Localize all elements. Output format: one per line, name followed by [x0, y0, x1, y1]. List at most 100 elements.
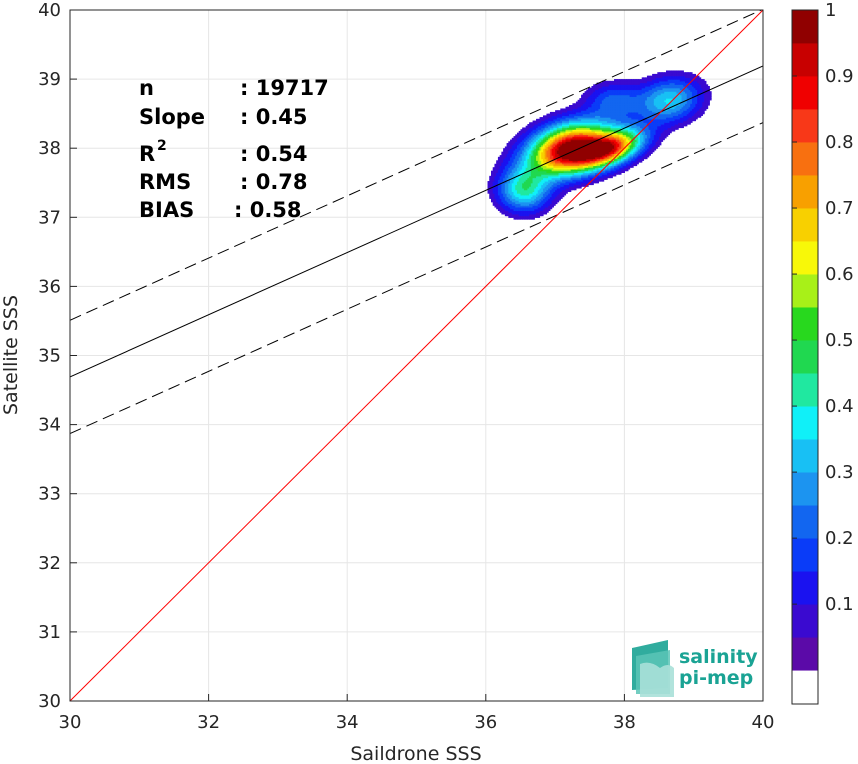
density-cell [513, 181, 516, 184]
density-cell [499, 175, 502, 179]
density-cell [546, 170, 549, 173]
density-cell [584, 146, 587, 149]
density-cell [572, 136, 575, 139]
density-cell [575, 172, 579, 175]
density-cell [536, 160, 539, 163]
density-cell [601, 89, 605, 92]
density-cell [617, 143, 620, 146]
density-cell [596, 172, 600, 175]
density-cell [619, 101, 622, 104]
density-cell [610, 149, 613, 153]
density-cell [652, 79, 655, 82]
density-cell [577, 113, 580, 116]
density-cell [603, 125, 606, 129]
density-cell [516, 217, 520, 220]
density-cell [548, 203, 551, 206]
density-cell [572, 110, 575, 113]
density-cell [492, 175, 496, 179]
density-cell [648, 84, 651, 87]
density-cell [575, 153, 579, 156]
density-cell [537, 163, 541, 167]
density-cell [534, 153, 537, 156]
density-cell [539, 184, 542, 187]
density-cell [501, 156, 504, 160]
density-cell [641, 149, 645, 153]
density-cell [598, 86, 601, 89]
density-cell [568, 165, 572, 168]
density-cell [518, 201, 522, 205]
density-cell [624, 141, 627, 144]
density-cell [605, 172, 608, 175]
density-cell [657, 122, 660, 125]
density-cell [624, 130, 627, 134]
density-cell [629, 134, 632, 137]
density-cell [579, 136, 582, 139]
density-cell [655, 89, 658, 92]
density-cell [555, 124, 558, 127]
density-cell [549, 129, 553, 132]
density-cell [629, 115, 632, 118]
density-cell [652, 120, 655, 123]
density-cell [546, 163, 549, 167]
density-cell [624, 108, 627, 111]
density-cell [619, 167, 622, 170]
density-cell [619, 98, 622, 101]
density-cell [536, 213, 539, 217]
density-cell [582, 162, 586, 165]
density-cell [619, 84, 622, 87]
density-cell [523, 212, 527, 215]
density-cell [539, 196, 542, 199]
density-cell [612, 101, 615, 104]
density-cell [504, 193, 508, 196]
density-cell [636, 160, 639, 163]
density-cell [636, 139, 639, 142]
density-cell [544, 182, 548, 186]
density-cell [522, 181, 525, 184]
density-cell [605, 87, 608, 91]
density-cell [605, 174, 608, 177]
density-cell [591, 137, 594, 141]
density-cell [633, 98, 636, 101]
density-cell [494, 174, 497, 177]
density-cell [593, 120, 596, 123]
density-cell [605, 113, 608, 116]
density-cell [579, 186, 582, 189]
density-cell [541, 124, 544, 127]
density-cell [600, 110, 603, 113]
density-cell [607, 94, 610, 97]
density-cell [499, 193, 502, 196]
density-cell [501, 181, 504, 184]
density-cell [518, 212, 522, 215]
density-cell [624, 139, 627, 142]
density-cell [608, 143, 612, 146]
density-cell [525, 127, 528, 130]
density-cell [610, 156, 613, 160]
density-cell [596, 153, 600, 156]
density-cell [549, 205, 553, 208]
density-cell [534, 127, 537, 130]
density-cell [614, 118, 617, 122]
density-cell [508, 141, 511, 144]
density-cell [657, 75, 660, 78]
density-cell [593, 167, 596, 170]
density-cell [530, 144, 534, 148]
density-cell [558, 125, 561, 129]
density-cell [617, 141, 620, 144]
density-cell [548, 186, 551, 189]
density-cell [510, 206, 513, 210]
density-cell [565, 110, 568, 113]
density-cell [641, 148, 645, 151]
density-cell [588, 162, 591, 165]
density-cell [575, 117, 579, 120]
density-cell [582, 146, 586, 149]
density-cell [626, 137, 629, 141]
density-cell [598, 99, 601, 103]
density-cell [567, 156, 570, 160]
density-cell [567, 132, 570, 135]
density-cell [510, 191, 513, 194]
density-cell [619, 79, 622, 82]
density-cell [556, 160, 560, 163]
density-cell [515, 177, 518, 180]
density-cell [655, 92, 658, 96]
density-cell [511, 153, 515, 156]
